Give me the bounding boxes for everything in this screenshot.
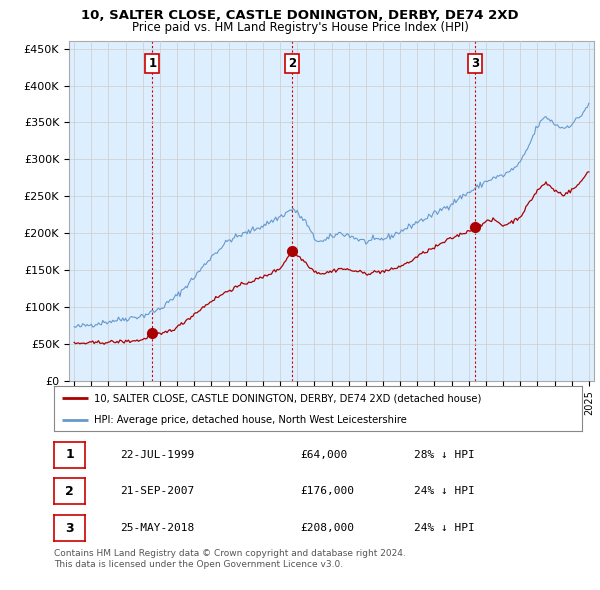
Text: 2: 2 (289, 57, 296, 70)
Text: 24% ↓ HPI: 24% ↓ HPI (414, 487, 475, 496)
Text: 1: 1 (148, 57, 157, 70)
Text: 10, SALTER CLOSE, CASTLE DONINGTON, DERBY, DE74 2XD (detached house): 10, SALTER CLOSE, CASTLE DONINGTON, DERB… (94, 394, 481, 404)
Text: Price paid vs. HM Land Registry's House Price Index (HPI): Price paid vs. HM Land Registry's House … (131, 21, 469, 34)
Text: 21-SEP-2007: 21-SEP-2007 (120, 487, 194, 496)
Text: £208,000: £208,000 (300, 523, 354, 533)
Text: Contains HM Land Registry data © Crown copyright and database right 2024.
This d: Contains HM Land Registry data © Crown c… (54, 549, 406, 569)
Text: 3: 3 (472, 57, 479, 70)
Text: 25-MAY-2018: 25-MAY-2018 (120, 523, 194, 533)
Text: £176,000: £176,000 (300, 487, 354, 496)
Text: 10, SALTER CLOSE, CASTLE DONINGTON, DERBY, DE74 2XD: 10, SALTER CLOSE, CASTLE DONINGTON, DERB… (81, 9, 519, 22)
Text: 2: 2 (65, 485, 74, 498)
Text: 28% ↓ HPI: 28% ↓ HPI (414, 450, 475, 460)
Text: 24% ↓ HPI: 24% ↓ HPI (414, 523, 475, 533)
Text: 1: 1 (65, 448, 74, 461)
Text: 22-JUL-1999: 22-JUL-1999 (120, 450, 194, 460)
Text: £64,000: £64,000 (300, 450, 347, 460)
Text: HPI: Average price, detached house, North West Leicestershire: HPI: Average price, detached house, Nort… (94, 415, 406, 425)
Text: 3: 3 (65, 522, 74, 535)
